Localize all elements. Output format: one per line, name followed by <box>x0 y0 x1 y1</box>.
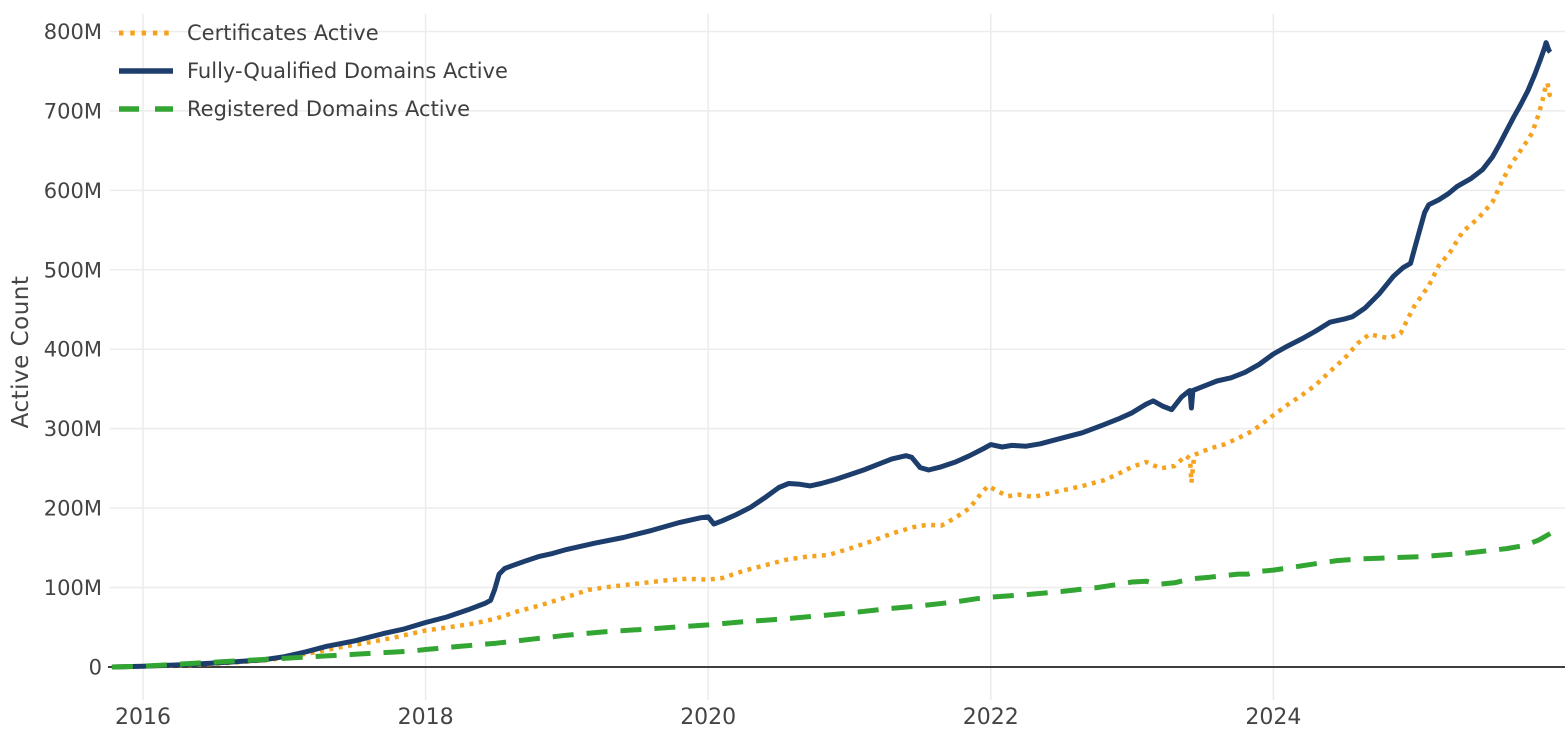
legend-item-certificates-active[interactable]: Certificates Active <box>118 19 508 47</box>
y-tick-label: 100M <box>44 576 102 600</box>
y-tick-label: 800M <box>44 20 102 44</box>
legend-item-label: Fully-Qualified Domains Active <box>187 59 508 83</box>
x-tick-label: 2022 <box>963 705 1019 730</box>
series-line-fully-qualified-domains-active <box>111 40 1553 670</box>
legend: Certificates Active Fully-Qualified Doma… <box>118 19 508 123</box>
series-line-certificates-active <box>111 80 1554 670</box>
y-tick-label: 400M <box>44 338 102 362</box>
legend-swatch-solid-icon <box>119 68 173 74</box>
y-tick-label: 0 <box>89 656 102 680</box>
y-tick-label: 300M <box>44 417 102 441</box>
legend-item-registered-domains-active[interactable]: Registered Domains Active <box>118 95 508 123</box>
x-tick-label: 2016 <box>115 705 171 730</box>
legend-swatch-dashed-icon <box>119 106 173 112</box>
x-tick-label: 2020 <box>680 705 736 730</box>
x-tick-label: 2018 <box>398 705 454 730</box>
y-axis-title: Active Count <box>8 275 34 429</box>
series-line-registered-domains-active <box>111 531 1552 670</box>
y-tick-label: 600M <box>44 179 102 203</box>
legend-item-label: Registered Domains Active <box>187 97 470 121</box>
legend-swatch-dotted-icon <box>119 30 173 36</box>
y-tick-label: 500M <box>44 258 102 282</box>
legend-item-label: Certificates Active <box>187 21 379 45</box>
legend-item-fully-qualified-domains-active[interactable]: Fully-Qualified Domains Active <box>118 57 508 85</box>
y-tick-label: 200M <box>44 497 102 521</box>
x-tick-label: 2024 <box>1245 705 1301 730</box>
y-tick-label: 700M <box>44 99 102 123</box>
